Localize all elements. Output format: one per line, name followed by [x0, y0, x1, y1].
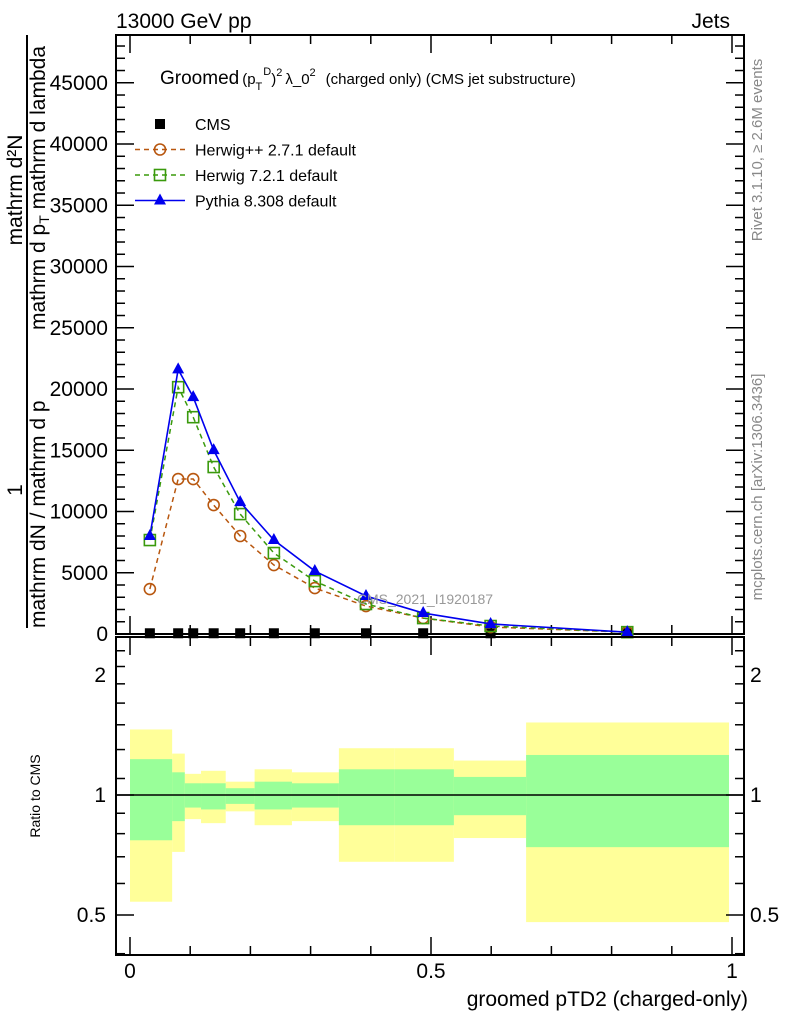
data-point-cms [418, 628, 429, 639]
analysis-watermark: CMS_2021_I1920187 [357, 591, 493, 607]
y-tick-label: 40000 [50, 133, 108, 156]
main-frame [115, 34, 745, 635]
y-tick-label: 35000 [50, 194, 108, 217]
x-axis-title: groomed pTD2 (charged-only) [467, 988, 748, 1011]
title-text: Groomed (pTD)2 λ_02 (charged only) (CMS jet… [160, 66, 576, 93]
legend-marker [155, 119, 165, 129]
x-tick-label: 0 [124, 960, 136, 983]
ratio-frame [115, 636, 745, 956]
y-title-denom: mathrm d pT mathrm d lambda [27, 46, 52, 330]
data-point-pythia-8-308-default [143, 529, 156, 541]
main-axis-ticks: 0 5000 10000 15000 20000 25000 30000 35000 40000… [50, 35, 744, 955]
y-tick-label: 20000 [50, 378, 108, 401]
legend: CMS Herwig++ 2.7.1 default Herwig 7.2.1 de… [135, 117, 357, 211]
y-tick-label: 0 [96, 623, 108, 646]
data-point-cms [188, 628, 199, 639]
ratio-bands [116, 722, 744, 923]
legend-label: Herwig++ 2.7.1 default [195, 143, 357, 160]
ratio-y-tick-label: 1 [94, 784, 106, 807]
y-axis-title: mathrm d²N 1 mathrm d pT mathrm d lambda… [4, 35, 52, 628]
main-series [143, 362, 634, 639]
data-point-pythia-8-308-default [207, 443, 220, 455]
stat-uncertainty-band [526, 754, 729, 848]
ratio-axis-ticks: 0.5 0.5 1 1 2 2 0 0.5 1 [77, 649, 779, 983]
data-point-cms [173, 628, 184, 639]
data-point-herwig-7-2-1-default [308, 574, 322, 588]
mcplots-label: mcplots.cern.ch [arXiv:1306.3436] [749, 374, 766, 601]
ratio-y-tick-label-right: 1 [750, 784, 762, 807]
legend-marker [153, 143, 167, 156]
ratio-y-title: Ratio to CMS [27, 754, 43, 837]
stat-uncertainty-band [201, 783, 226, 810]
data-point-herwig-2-7-1-default [233, 529, 247, 543]
data-point-herwig-2-7-1-default [267, 558, 281, 572]
rivet-label: Rivet 3.1.10, ≥ 2.6M events [749, 59, 766, 242]
x-tick-label: 0.5 [416, 960, 445, 983]
ratio-y-tick-label: 0.5 [77, 904, 106, 927]
data-point-cms [309, 628, 320, 639]
data-point-pythia-8-308-default [234, 495, 247, 507]
y-tick-label: 5000 [61, 562, 108, 585]
legend-label: Pythia 8.308 default [195, 194, 337, 211]
y-title-dn-over: mathrm dN / mathrm d p [27, 400, 50, 628]
ratio-y-tick-label-right: 2 [750, 664, 762, 687]
y-tick-label: 30000 [50, 256, 108, 279]
stat-uncertainty-band [225, 788, 255, 804]
data-point-cms [268, 628, 279, 639]
y-tick-label: 25000 [50, 317, 108, 340]
y-tick-label: 10000 [50, 501, 108, 524]
data-point-herwig-7-2-1-default [233, 507, 247, 521]
ratio-y-tick-label-right: 0.5 [750, 904, 779, 927]
data-point-herwig-7-2-1-default [207, 460, 220, 474]
y-tick-label: 15000 [50, 439, 108, 462]
data-point-herwig-2-7-1-default [207, 498, 220, 512]
data-point-pythia-8-308-default [172, 362, 185, 374]
data-point-pythia-8-308-default [484, 616, 497, 628]
data-point-pythia-8-308-default [417, 606, 430, 618]
stat-uncertainty-band [453, 776, 527, 816]
data-point-herwig-2-7-1-default [171, 472, 185, 486]
ratio-y-tick-label: 2 [94, 664, 106, 687]
data-point-herwig-7-2-1-default [171, 380, 185, 394]
data-point-pythia-8-308-default [267, 533, 280, 545]
data-point-pythia-8-308-default [308, 564, 321, 576]
series-line-herwig-7-2-1-default [149, 384, 628, 633]
stat-uncertainty-band [338, 769, 395, 826]
legend-marker [153, 168, 167, 182]
data-point-cms [235, 628, 246, 639]
y-title-one: 1 [4, 484, 27, 496]
data-point-pythia-8-308-default [187, 390, 200, 402]
plot-title: Groomed (pTD)2 λ_02 (charged only) (CMS jet… [160, 66, 576, 93]
header-right: Jets [691, 10, 730, 33]
stat-uncertainty-band [172, 772, 185, 822]
data-point-herwig-2-7-1-default [143, 582, 157, 596]
data-point-pythia-8-308-default [359, 589, 372, 601]
data-point-herwig-2-7-1-default [186, 472, 200, 486]
y-title-d2n: mathrm d²N [4, 135, 27, 246]
stat-uncertainty-band [130, 759, 173, 841]
data-point-cms [360, 628, 371, 639]
data-point-cms [208, 628, 219, 639]
data-point-herwig-7-2-1-default [186, 410, 200, 424]
data-point-pythia-8-308-default [621, 625, 634, 637]
series-line-herwig-2-7-1-default [149, 478, 628, 633]
data-point-herwig-7-2-1-default [267, 546, 281, 560]
legend-label: CMS [195, 117, 231, 134]
legend-label: Herwig 7.2.1 default [195, 168, 338, 185]
data-point-cms [144, 628, 155, 639]
x-tick-label: 1 [726, 960, 738, 983]
header-left: 13000 GeV pp [116, 10, 251, 33]
y-tick-label: 45000 [50, 72, 108, 95]
stat-uncertainty-band [394, 769, 454, 826]
legend-marker [154, 193, 166, 205]
data-point-herwig-2-7-1-default [308, 581, 322, 595]
